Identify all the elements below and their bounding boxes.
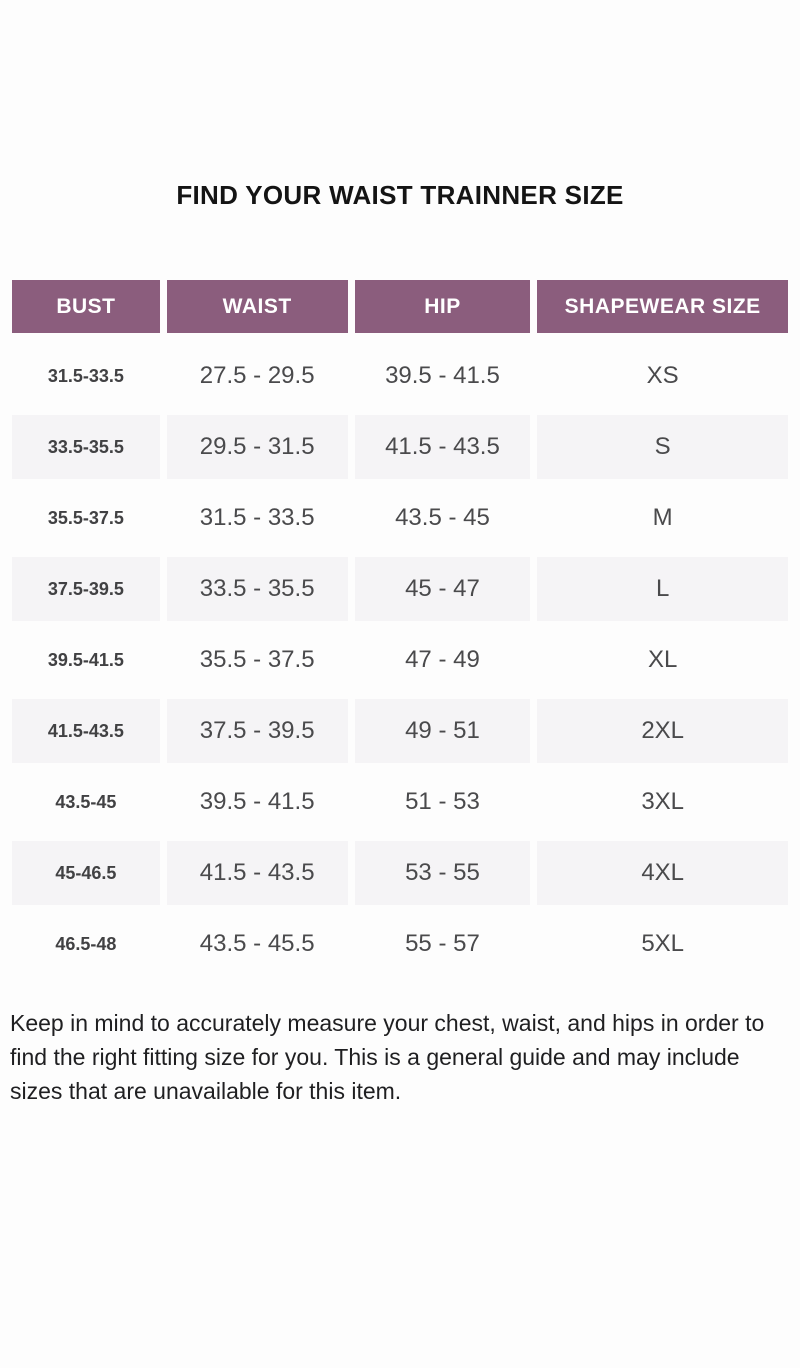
size-cell: XS [646, 362, 679, 389]
size-chart-table: BUST WAIST HIP SHAPEWEAR SIZE 31.5-33.5 2… [0, 280, 800, 976]
hip-cell: 47 - 49 [405, 646, 480, 673]
hip-cell: 39.5 - 41.5 [385, 362, 500, 389]
table-row: 45-46.5 41.5 - 43.5 53 - 55 4XL [12, 841, 788, 905]
waist-cell: 35.5 - 37.5 [199, 646, 315, 673]
measurement-note-line: sizes that are unavailable for this item… [10, 1078, 402, 1104]
header-cell-shapewear-size: SHAPEWEAR SIZE [537, 280, 788, 333]
size-cell: XL [647, 646, 678, 673]
table-row: 39.5-41.5 35.5 - 37.5 47 - 49 XL [12, 628, 788, 692]
bust-cell: 41.5-43.5 [12, 699, 160, 763]
table-row: 43.5-45 39.5 - 41.5 51 - 53 3XL [12, 770, 788, 834]
hip-cell: 41.5 - 43.5 [354, 415, 531, 479]
table-row: 31.5-33.5 27.5 - 29.5 39.5 - 41.5 XS [12, 344, 788, 408]
waist-cell: 27.5 - 29.5 [199, 362, 315, 389]
bust-cell: 39.5-41.5 [47, 649, 124, 670]
waist-cell: 29.5 - 31.5 [166, 415, 348, 479]
bust-cell: 31.5-33.5 [47, 365, 124, 386]
hip-cell: 49 - 51 [354, 699, 531, 763]
hip-cell: 53 - 55 [354, 841, 531, 905]
size-cell: 3XL [641, 788, 685, 815]
measurement-note: Keep in mind to accurately measure your … [0, 1006, 800, 1108]
measurement-note-line: find the right fitting size for you. Thi… [10, 1044, 740, 1070]
waist-cell: 37.5 - 39.5 [166, 699, 348, 763]
bust-cell: 33.5-35.5 [12, 415, 160, 479]
header-cell-hip: HIP [354, 280, 531, 333]
bust-cell: 35.5-37.5 [47, 507, 124, 528]
size-cell: M [652, 504, 673, 531]
hip-cell: 55 - 57 [405, 930, 480, 957]
size-cell: S [537, 415, 788, 479]
hip-cell: 51 - 53 [405, 788, 480, 815]
bust-cell: 45-46.5 [12, 841, 160, 905]
bust-cell: 37.5-39.5 [12, 557, 160, 621]
table-body: 31.5-33.5 27.5 - 29.5 39.5 - 41.5 XS 33.5-35… [12, 344, 788, 976]
size-cell: 5XL [641, 930, 685, 957]
size-cell: 4XL [537, 841, 788, 905]
waist-cell: 39.5 - 41.5 [199, 788, 315, 815]
waist-cell: 31.5 - 33.5 [199, 504, 315, 531]
waist-cell: 33.5 - 35.5 [166, 557, 348, 621]
size-cell: 2XL [537, 699, 788, 763]
hip-cell: 43.5 - 45 [395, 504, 490, 531]
bust-cell: 46.5-48 [55, 933, 117, 954]
bust-cell: 43.5-45 [55, 791, 117, 812]
table-header-row: BUST WAIST HIP SHAPEWEAR SIZE [12, 280, 788, 333]
table-row: 35.5-37.5 31.5 - 33.5 43.5 - 45 M [12, 486, 788, 550]
header-cell-bust: BUST [12, 280, 160, 333]
header-cell-waist: WAIST [166, 280, 348, 333]
page-title: FIND YOUR WAIST TRAINNER SIZE [176, 180, 624, 210]
waist-cell: 43.5 - 45.5 [199, 930, 315, 957]
table-row: 46.5-48 43.5 - 45.5 55 - 57 5XL [12, 912, 788, 976]
size-cell: L [537, 557, 788, 621]
measurement-note-line: Keep in mind to accurately measure your … [10, 1010, 765, 1036]
hip-cell: 45 - 47 [354, 557, 531, 621]
table-row: 37.5-39.5 33.5 - 35.5 45 - 47 L [12, 557, 788, 621]
table-row: 33.5-35.5 29.5 - 31.5 41.5 - 43.5 S [12, 415, 788, 479]
waist-cell: 41.5 - 43.5 [166, 841, 348, 905]
table-row: 41.5-43.5 37.5 - 39.5 49 - 51 2XL [12, 699, 788, 763]
